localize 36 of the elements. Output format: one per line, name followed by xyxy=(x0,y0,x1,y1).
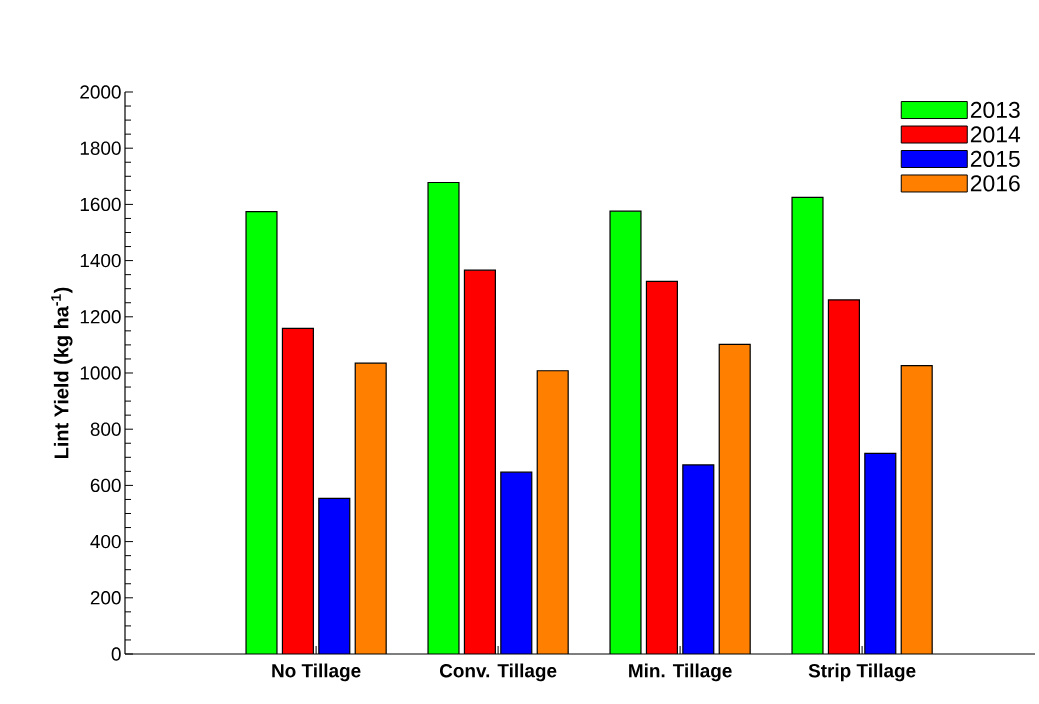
bar xyxy=(355,363,387,654)
bar xyxy=(500,472,532,654)
x-tick-label: Strip Tillage xyxy=(808,663,916,682)
bar xyxy=(864,452,897,654)
bar xyxy=(682,464,714,654)
bar xyxy=(610,211,641,654)
y-tick-label: 1000 xyxy=(80,366,121,380)
text: Lint Yield (kg ha$^{-1}$) xyxy=(51,287,73,459)
y-tick-label: 1200 xyxy=(80,310,121,324)
y-tick-label: 800 xyxy=(90,422,121,436)
y-tick-label: 2000 xyxy=(80,85,121,99)
y-tick-label: 1400 xyxy=(80,253,121,268)
legend-label: 2016 xyxy=(970,175,1020,192)
x-tick-label: Conv. Tillage xyxy=(439,663,557,682)
x-tick-label: Min. Tillage xyxy=(629,663,732,682)
y-tick-label: 1600 xyxy=(80,197,121,212)
bar xyxy=(282,328,314,654)
y-tick-label: 200 xyxy=(90,591,121,605)
bar xyxy=(246,211,277,654)
bar xyxy=(318,498,350,654)
legend-label: 2014 xyxy=(970,126,1021,143)
y-tick-label: 0 xyxy=(111,647,121,661)
bar xyxy=(428,182,459,654)
y-tick-label: 1800 xyxy=(80,141,121,155)
bar xyxy=(719,344,751,654)
bar xyxy=(827,299,860,654)
legend-label: 2015 xyxy=(970,150,1020,167)
y-tick-label: 400 xyxy=(90,534,121,549)
y-tick-label: 600 xyxy=(90,478,121,493)
x-tick-label: No Tillage xyxy=(272,663,361,682)
bar xyxy=(646,281,678,654)
bar xyxy=(791,196,824,654)
bar xyxy=(464,270,496,654)
bar xyxy=(900,365,933,654)
legend-label: 2013 xyxy=(970,101,1020,119)
bar xyxy=(537,370,569,654)
